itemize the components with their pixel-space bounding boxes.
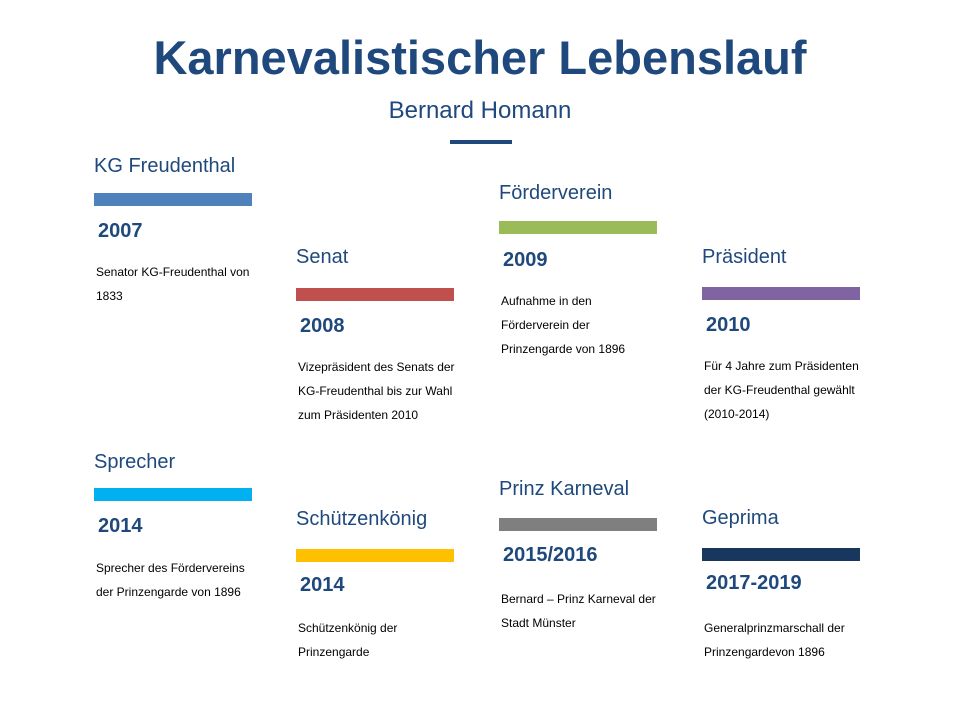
card-description: Schützenkönig der Prinzengarde bbox=[298, 621, 398, 659]
card-heading: Senat bbox=[296, 246, 349, 268]
card-description: Generalprinzmarschall der Prinzengardevo… bbox=[704, 621, 845, 659]
card-description: Aufnahme in den Förderverein der Prinzen… bbox=[501, 294, 626, 356]
card-color-bar bbox=[94, 488, 252, 501]
title-divider bbox=[450, 140, 512, 144]
page-title: Karnevalistischer Lebenslauf bbox=[153, 31, 807, 84]
card-heading: KG Freudenthal bbox=[94, 155, 236, 177]
card-year: 2014 bbox=[98, 515, 143, 537]
card-color-bar bbox=[702, 287, 860, 300]
card-year: 2017-2019 bbox=[706, 572, 802, 594]
page-subtitle: Bernard Homann bbox=[388, 97, 572, 124]
timeline-card-sprecher: Sprecher 2014 Sprecher des Fördervereins… bbox=[94, 450, 284, 640]
card-color-bar bbox=[94, 193, 252, 206]
timeline-card-senat: Senat 2008 Vizepräsident des Senats der … bbox=[296, 245, 486, 455]
card-year: 2014 bbox=[300, 574, 345, 596]
card-year: 2015/2016 bbox=[503, 544, 598, 566]
card-description: Vizepräsident des Senats der KG-Freudent… bbox=[298, 360, 455, 422]
card-color-bar bbox=[499, 518, 657, 531]
card-color-bar bbox=[296, 549, 454, 562]
timeline-card-foerderverein: Förderverein 2009 Aufnahme in den Förder… bbox=[499, 181, 689, 381]
card-heading: Förderverein bbox=[499, 182, 613, 204]
card-heading: Sprecher bbox=[94, 451, 176, 473]
card-year: 2008 bbox=[300, 315, 345, 337]
card-description: Für 4 Jahre zum Präsidenten der KG-Freud… bbox=[704, 359, 859, 421]
card-heading: Geprima bbox=[702, 507, 779, 529]
card-year: 2010 bbox=[706, 314, 751, 336]
card-description: Bernard – Prinz Karneval der Stadt Münst… bbox=[501, 592, 656, 630]
card-color-bar bbox=[296, 288, 454, 301]
card-heading: Prinz Karneval bbox=[499, 478, 630, 500]
card-color-bar bbox=[702, 548, 860, 561]
card-heading: Präsident bbox=[702, 246, 787, 268]
card-description: Senator KG-Freudenthal von 1833 bbox=[96, 265, 250, 303]
card-color-bar bbox=[499, 221, 657, 234]
card-year: 2009 bbox=[503, 249, 548, 271]
timeline-card-schuetzenkoenig: Schützenkönig 2014 Schützenkönig der Pri… bbox=[296, 507, 486, 667]
card-description: Sprecher des Fördervereins der Prinzenga… bbox=[96, 561, 245, 599]
card-heading: Schützenkönig bbox=[296, 508, 428, 530]
card-year: 2007 bbox=[98, 220, 143, 242]
timeline-card-praesident: Präsident 2010 Für 4 Jahre zum Präsident… bbox=[702, 245, 892, 455]
timeline-card-kg-freudenthal: KG Freudenthal 2007 Senator KG-Freudenth… bbox=[94, 154, 284, 354]
timeline-card-prinz-karneval: Prinz Karneval 2015/2016 Bernard – Prinz… bbox=[499, 477, 689, 647]
timeline-card-geprima: Geprima 2017-2019 Generalprinzmarschall … bbox=[702, 506, 892, 676]
